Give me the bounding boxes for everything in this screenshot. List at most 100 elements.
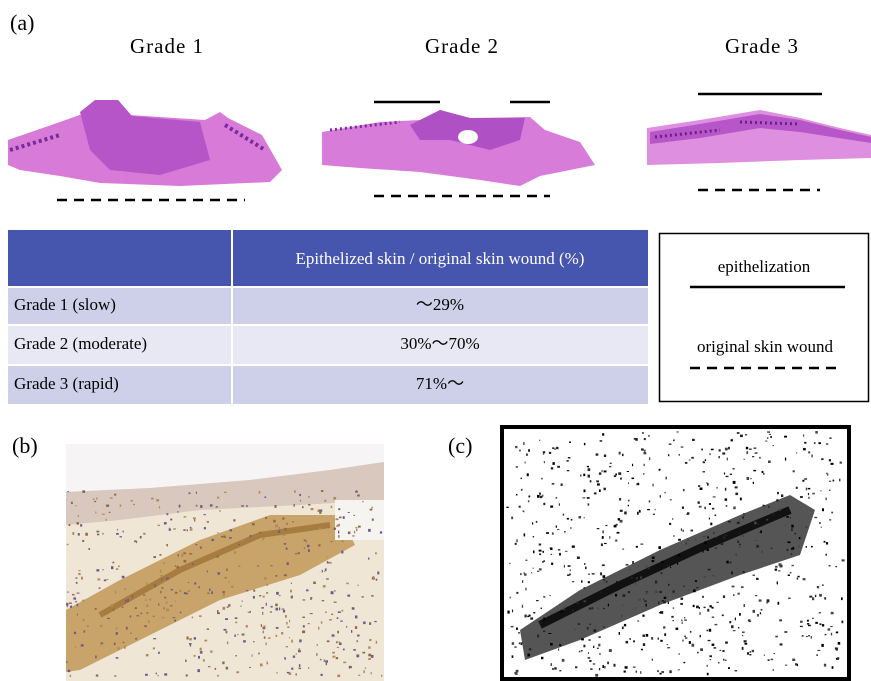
texture-speck (672, 518, 673, 519)
texture-speck (667, 644, 669, 645)
texture-speck (600, 592, 602, 593)
texture-speck (769, 434, 771, 435)
texture-speck (664, 597, 667, 599)
texture-speck (712, 607, 714, 609)
texture-speck (693, 605, 695, 607)
texture-speck (132, 595, 133, 598)
texture-speck (690, 631, 692, 633)
texture-speck (798, 545, 799, 547)
texture-speck (797, 664, 798, 667)
texture-speck (522, 580, 523, 583)
texture-speck (298, 650, 301, 652)
texture-speck (189, 643, 191, 645)
texture-speck (354, 531, 355, 534)
texture-speck (294, 490, 296, 493)
texture-speck (116, 627, 118, 629)
texture-speck (331, 614, 333, 616)
texture-speck (353, 649, 356, 651)
texture-speck (514, 647, 516, 648)
texture-speck (681, 598, 684, 600)
texture-speck (249, 667, 251, 668)
texture-speck (259, 653, 260, 654)
texture-speck (723, 595, 725, 598)
texture-speck (609, 536, 610, 539)
texture-speck (116, 568, 118, 570)
texture-speck (71, 502, 73, 504)
texture-speck (520, 573, 522, 575)
texture-speck (563, 608, 565, 611)
texture-speck (341, 540, 343, 542)
texture-speck (334, 590, 335, 592)
texture-speck (143, 594, 145, 595)
texture-speck (652, 484, 653, 487)
texture-speck (709, 655, 712, 657)
texture-speck (246, 625, 248, 628)
texture-speck (183, 552, 186, 554)
texture-speck (102, 533, 104, 535)
texture-speck (522, 605, 523, 608)
texture-speck (568, 565, 571, 567)
texture-speck (616, 524, 618, 526)
texture-speck (224, 492, 227, 493)
texture-speck (619, 452, 621, 455)
texture-speck (303, 599, 306, 601)
texture-speck (610, 463, 612, 464)
texture-speck (570, 528, 572, 529)
texture-speck (75, 601, 77, 603)
texture-speck (371, 672, 372, 674)
texture-speck (82, 600, 85, 602)
texture-speck (722, 650, 724, 652)
texture-speck (633, 640, 635, 642)
texture-speck (286, 548, 288, 550)
texture-speck (792, 659, 795, 661)
texture-speck (324, 500, 326, 502)
texture-speck (158, 525, 161, 526)
texture-speck (332, 652, 335, 654)
texture-speck (704, 576, 706, 578)
texture-speck (78, 570, 80, 571)
texture-speck (306, 589, 308, 591)
texture-speck (589, 608, 592, 610)
table-cell: ～29% (416, 295, 464, 314)
texture-speck (525, 560, 527, 561)
texture-speck (815, 431, 818, 434)
texture-speck (184, 592, 187, 594)
texture-speck (210, 504, 213, 506)
texture-speck (644, 438, 646, 440)
texture-speck (200, 546, 202, 548)
texture-speck (264, 637, 266, 639)
texture-speck (743, 513, 746, 516)
texture-speck (365, 668, 366, 669)
texture-speck (275, 575, 277, 577)
texture-speck (109, 512, 111, 513)
texture-speck (805, 526, 808, 528)
texture-speck (75, 646, 76, 648)
texture-speck (829, 459, 831, 461)
texture-speck (516, 539, 517, 542)
texture-speck (81, 577, 83, 580)
texture-speck (808, 625, 811, 626)
texture-speck (282, 608, 285, 610)
texture-speck (97, 578, 100, 580)
texture-speck (608, 604, 609, 607)
texture-speck (338, 524, 340, 526)
texture-speck (135, 607, 137, 609)
texture-speck (667, 647, 670, 648)
texture-speck (691, 530, 694, 532)
texture-speck (352, 607, 355, 609)
texture-speck (604, 488, 606, 491)
texture-speck (568, 457, 571, 458)
texture-speck (577, 602, 579, 604)
texture-speck (637, 512, 639, 515)
texture-speck (753, 470, 756, 471)
texture-speck (707, 630, 709, 631)
texture-speck (692, 439, 695, 441)
texture-speck (800, 626, 803, 627)
texture-speck (68, 670, 71, 672)
texture-speck (595, 674, 598, 677)
texture-speck (188, 582, 189, 583)
texture-speck (228, 604, 230, 606)
texture-speck (161, 578, 163, 581)
texture-speck (842, 559, 845, 561)
texture-speck (803, 578, 806, 580)
